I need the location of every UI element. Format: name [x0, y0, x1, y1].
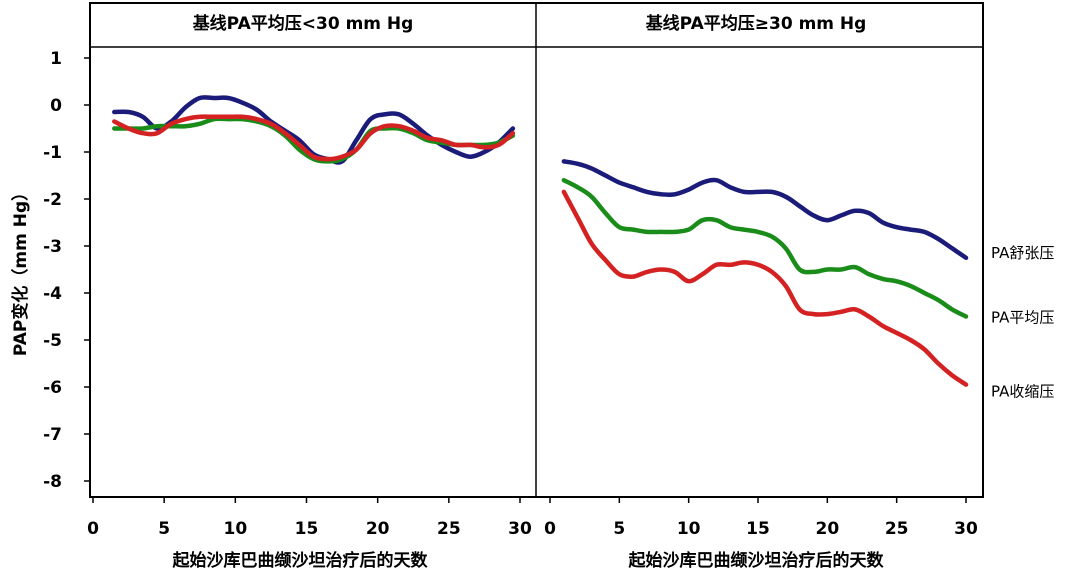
- series-label-PA舒张压: PA舒张压: [991, 244, 1054, 262]
- series-line-panel-2-PA平均压: [561, 177, 969, 319]
- series-line-panel-2-PA舒张压: [561, 159, 969, 261]
- y-tick-label: -6: [43, 378, 62, 398]
- y-axis: 1 0 -1 -2 -3 -4 -5 -6 -7 -8: [43, 49, 90, 492]
- x-tick-label-panel-2: 25: [885, 519, 909, 539]
- y-tick-label: 0: [50, 96, 62, 116]
- y-tick-label: -2: [43, 190, 62, 210]
- y-tick-label: 1: [50, 49, 62, 69]
- x-tick-label-panel-1: 15: [295, 519, 319, 539]
- x-tick-label-panel-2: 20: [815, 519, 839, 539]
- x-tick-label-panel-2: 10: [677, 519, 701, 539]
- x-axis-title-left: 起始沙库巴曲缬沙坦治疗后的天数: [172, 550, 429, 571]
- y-tick-label: -7: [43, 425, 62, 445]
- y-tick-label: -1: [43, 143, 62, 163]
- panel-title-left: 基线PA平均压<30 mm Hg: [192, 13, 414, 34]
- series-label-PA平均压: PA平均压: [991, 309, 1054, 327]
- series-line-panel-1-PA舒张压: [112, 95, 516, 165]
- x-tick-label-panel-1: 10: [223, 519, 247, 539]
- x-tick-label-panel-1: 25: [437, 519, 461, 539]
- x-tick-label-panel-1: 0: [87, 519, 99, 539]
- x-tick-label-panel-1: 30: [508, 519, 532, 539]
- y-tick-label: -3: [43, 237, 62, 257]
- x-tick-label-panel-2: 30: [954, 519, 978, 539]
- x-tick-label-panel-2: 0: [544, 519, 556, 539]
- x-axis-title-right: 起始沙库巴曲缬沙坦治疗后的天数: [628, 550, 885, 571]
- y-axis-title: PAP变化（mm Hg）: [10, 184, 31, 356]
- x-tick-label-panel-2: 15: [746, 519, 770, 539]
- x-tick-label-panel-1: 5: [158, 519, 170, 539]
- series-label-PA收缩压: PA收缩压: [991, 383, 1054, 401]
- panel-frames: [89, 2, 984, 498]
- panel-titles: 基线PA平均压<30 mm Hg 基线PA平均压≥30 mm Hg: [192, 13, 867, 34]
- y-tick-label: -5: [43, 331, 62, 351]
- x-tick-label-panel-1: 20: [366, 519, 390, 539]
- panel-title-right: 基线PA平均压≥30 mm Hg: [645, 13, 867, 34]
- series-lines: [112, 95, 969, 387]
- y-tick-label: -4: [43, 284, 62, 304]
- series-line-panel-2-PA收缩压: [561, 189, 969, 387]
- series-line-panel-1-PA收缩压: [112, 114, 516, 162]
- x-tick-label-panel-2: 5: [613, 519, 625, 539]
- series-labels: PA舒张压 PA平均压 PA收缩压: [991, 244, 1054, 401]
- x-axes: 0 5 10 15 20 25 30 0 5 10 15 20 25 30: [87, 497, 978, 539]
- y-tick-label: -8: [43, 472, 62, 492]
